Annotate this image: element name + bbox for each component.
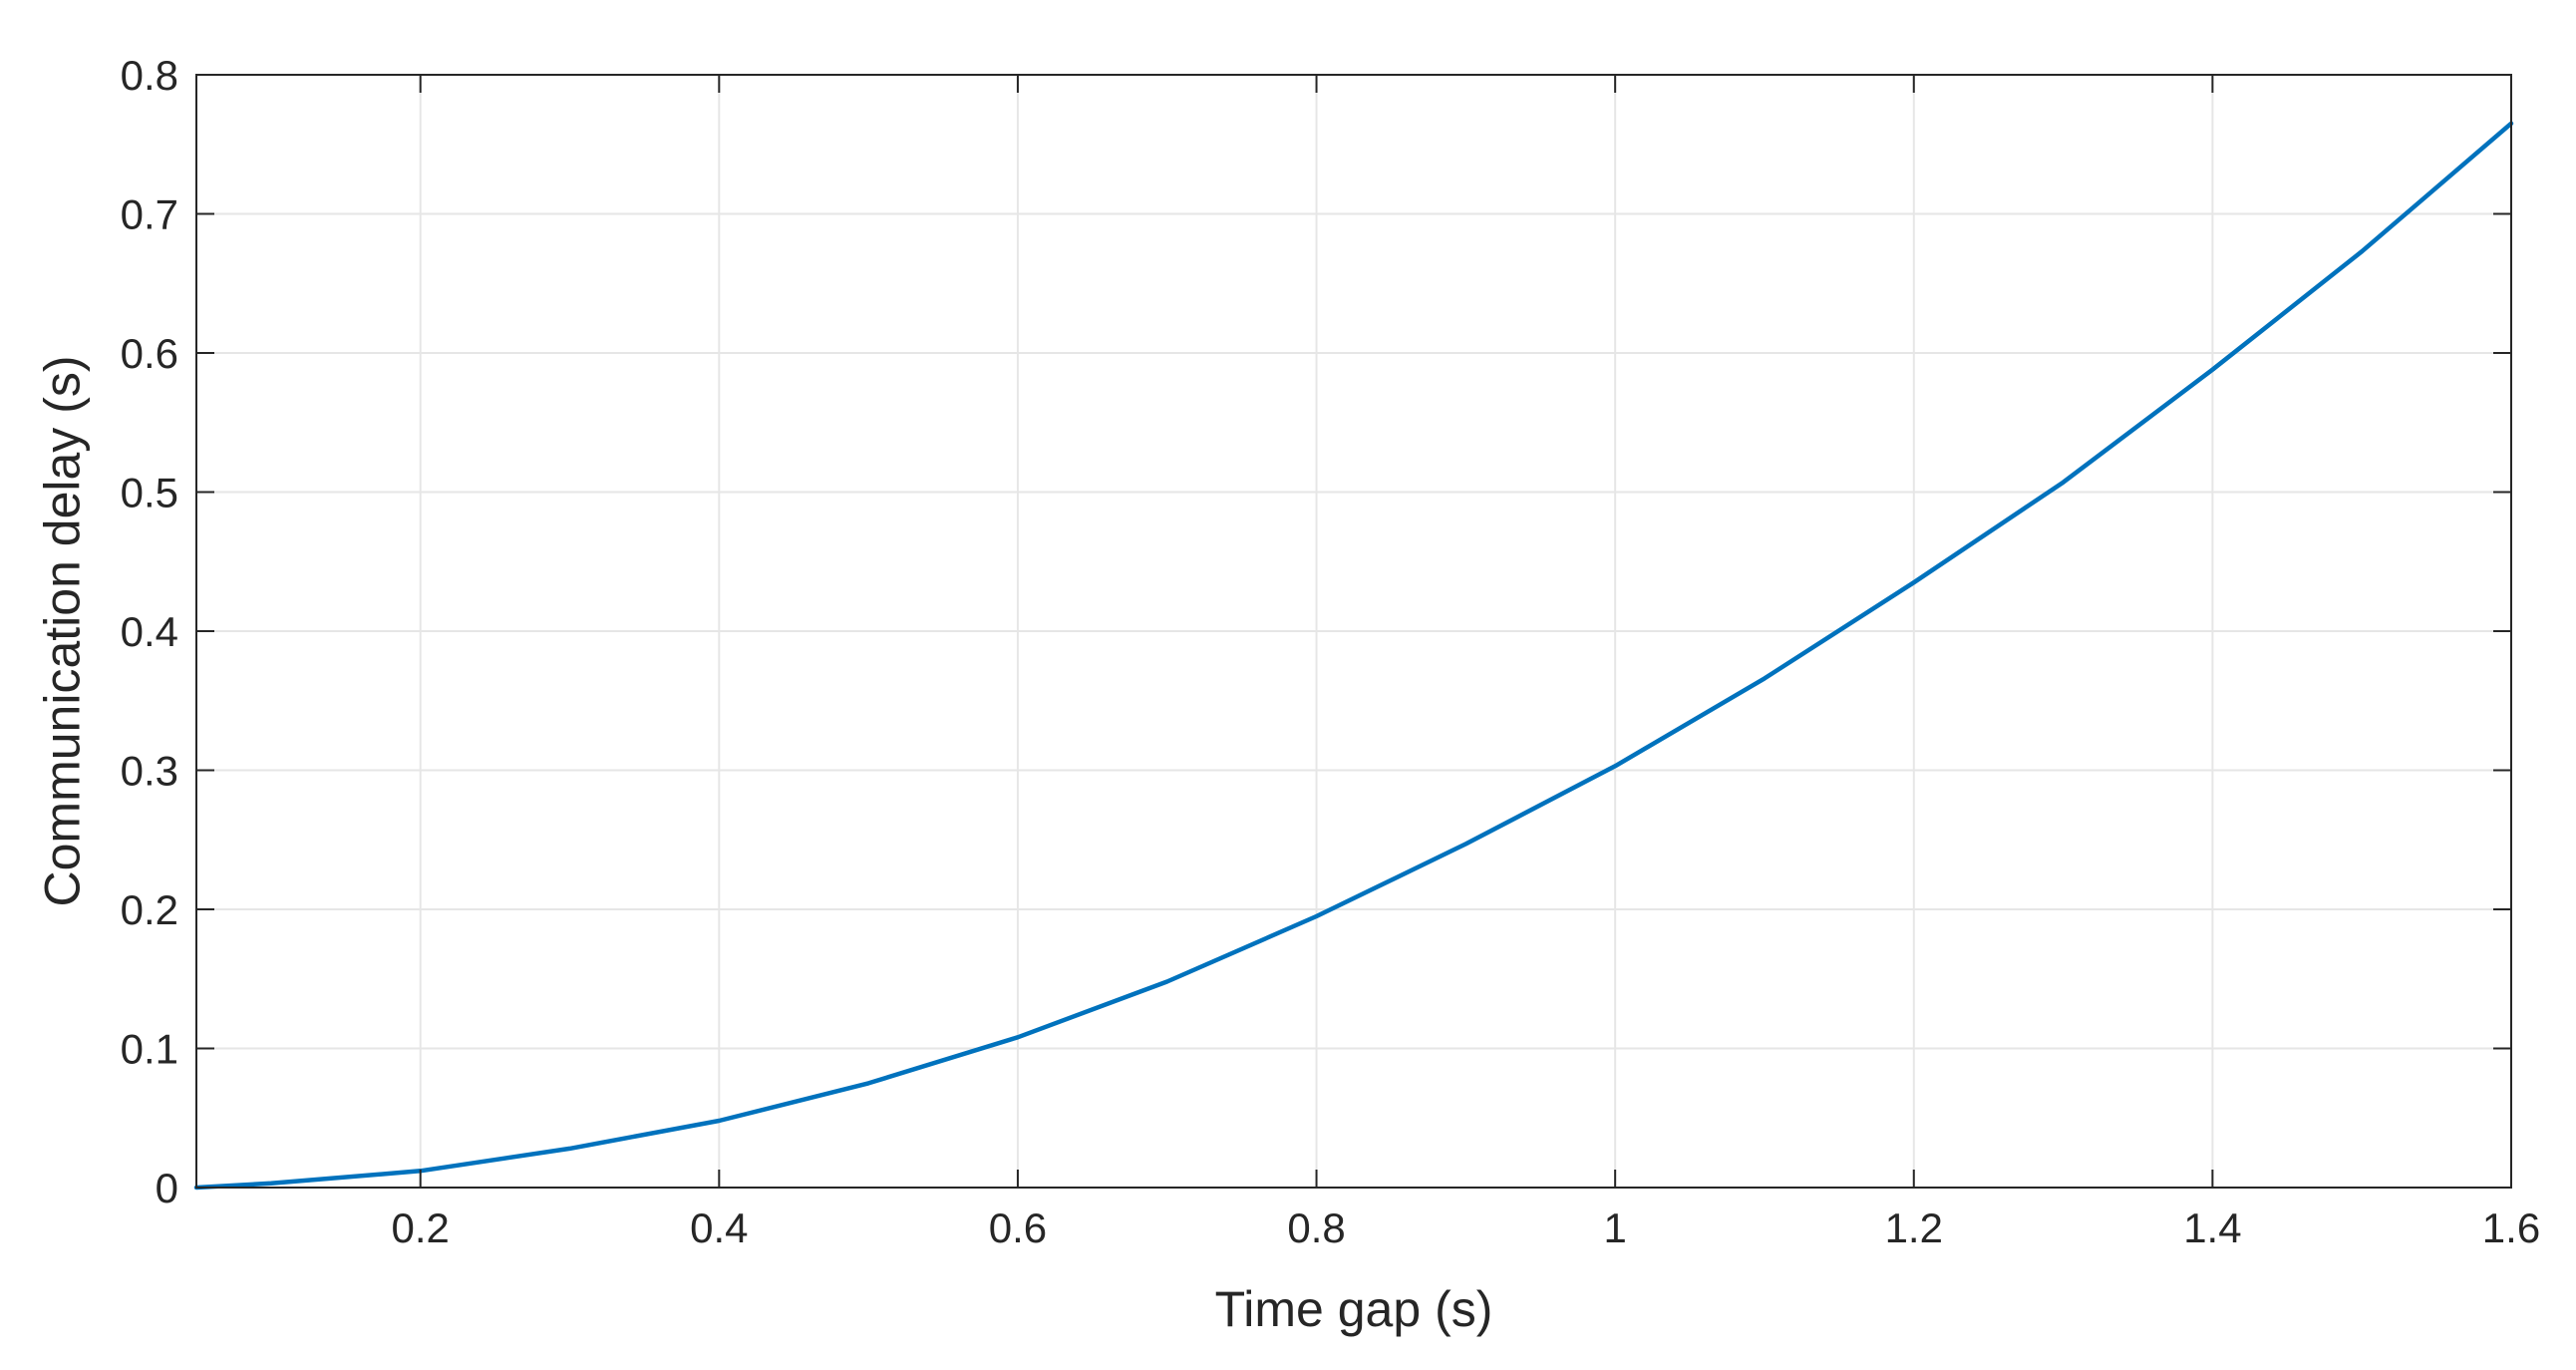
y-tick-labels: 0 0.1 0.2 0.3 0.4 0.5 0.6 0.7 0.8 — [121, 52, 178, 1211]
grid — [196, 74, 2512, 1189]
y-tick-label: 0.4 — [121, 608, 178, 655]
y-tick-label: 0.1 — [121, 1026, 178, 1073]
series-layer — [193, 121, 2514, 1191]
x-tick-label: 1.6 — [2482, 1204, 2540, 1251]
y-tick-label: 0.5 — [121, 470, 178, 516]
x-tick-label: 0.6 — [989, 1204, 1047, 1251]
x-tick-label: 0.8 — [1287, 1204, 1345, 1251]
y-tick-label: 0.8 — [121, 52, 178, 99]
x-tick-label: 0.4 — [690, 1204, 748, 1251]
ticks — [196, 74, 2512, 1189]
y-tick-label: 0 — [156, 1165, 178, 1211]
x-axis-title: Time gap (s) — [1215, 1281, 1493, 1337]
y-tick-label: 0.6 — [121, 330, 178, 377]
x-tick-label: 1.4 — [2183, 1204, 2241, 1251]
y-axis-title: Communication delay (s) — [35, 356, 91, 907]
x-tick-labels: 0.2 0.4 0.6 0.8 1 1.2 1.4 1.6 — [392, 1204, 2541, 1251]
x-tick-label: 1 — [1603, 1204, 1626, 1251]
y-tick-label: 0.7 — [121, 191, 178, 238]
y-tick-label: 0.3 — [121, 748, 178, 795]
y-tick-label: 0.2 — [121, 886, 178, 933]
x-tick-label: 1.2 — [1885, 1204, 1943, 1251]
x-tick-label: 0.2 — [392, 1204, 450, 1251]
series-line — [193, 121, 2514, 1191]
